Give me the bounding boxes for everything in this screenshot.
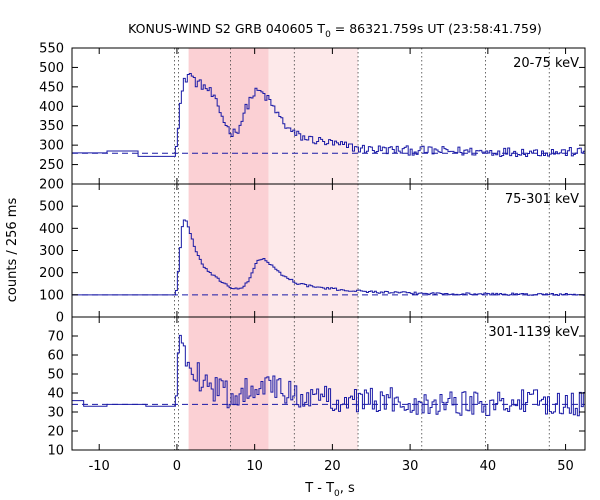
x-tick-label: 20 [324,459,341,474]
shaded-interval [268,184,359,317]
y-tick-label: 250 [39,158,64,173]
y-tick-label: 550 [39,42,64,57]
light-curve [72,219,585,296]
energy-band-label: 301-1139 keV [488,325,579,340]
y-axis-label: counts / 256 ms [5,198,20,303]
light-curve [72,72,585,157]
y-tick-label: 70 [47,330,64,345]
panel-frame [71,316,586,451]
shaded-interval [268,317,359,450]
panel-3: 20 30 40 50 60 70 10 301-1139 keV [47,316,586,459]
shaded-interval [188,48,269,184]
light-curve [72,334,585,417]
x-tick-label: 50 [557,459,574,474]
x-tick-label: 0 [173,459,181,474]
y-tick-label: 500 [39,61,64,76]
y-tick-label: 100 [39,288,64,303]
shaded-interval [188,184,269,317]
y-tick-label: 30 [47,406,64,421]
y-tick-label: 300 [39,244,64,259]
y-tick-label: 60 [47,349,64,364]
x-tick-label: 10 [246,459,263,474]
panel-2: 100 200 300 400 500 0 75-301 keV [39,183,586,326]
energy-band-label: 20-75 keV [513,56,579,71]
shaded-interval [188,317,269,450]
y-tick-label: 400 [39,222,64,237]
y-tick-label: 400 [39,100,64,115]
y-tick-label: 200 [39,266,64,281]
y-tick-label: 500 [39,200,64,215]
x-axis-label: T - T0, s [304,481,355,499]
panel-1: 250 300 350 400 450 500 550 200 20-75 keV [39,42,586,193]
y-tick-label: 40 [47,387,64,402]
y-tick-label: 0 [56,311,64,326]
y-tick-label: 200 [39,178,64,193]
y-tick-label: 20 [47,425,64,440]
shaded-interval [268,48,359,184]
y-tick-label: 350 [39,119,64,134]
y-tick-label: 50 [47,368,64,383]
y-tick-label: 450 [39,80,64,95]
y-tick-label: 10 [47,444,64,459]
x-tick-label: 40 [480,459,497,474]
chart-title: KONUS-WIND S2 GRB 040605 T0 = 86321.759s… [128,21,542,40]
y-tick-label: 300 [39,139,64,154]
x-tick-label: 30 [402,459,419,474]
x-tick-label: -10 [89,459,110,474]
energy-band-label: 75-301 keV [505,192,579,207]
